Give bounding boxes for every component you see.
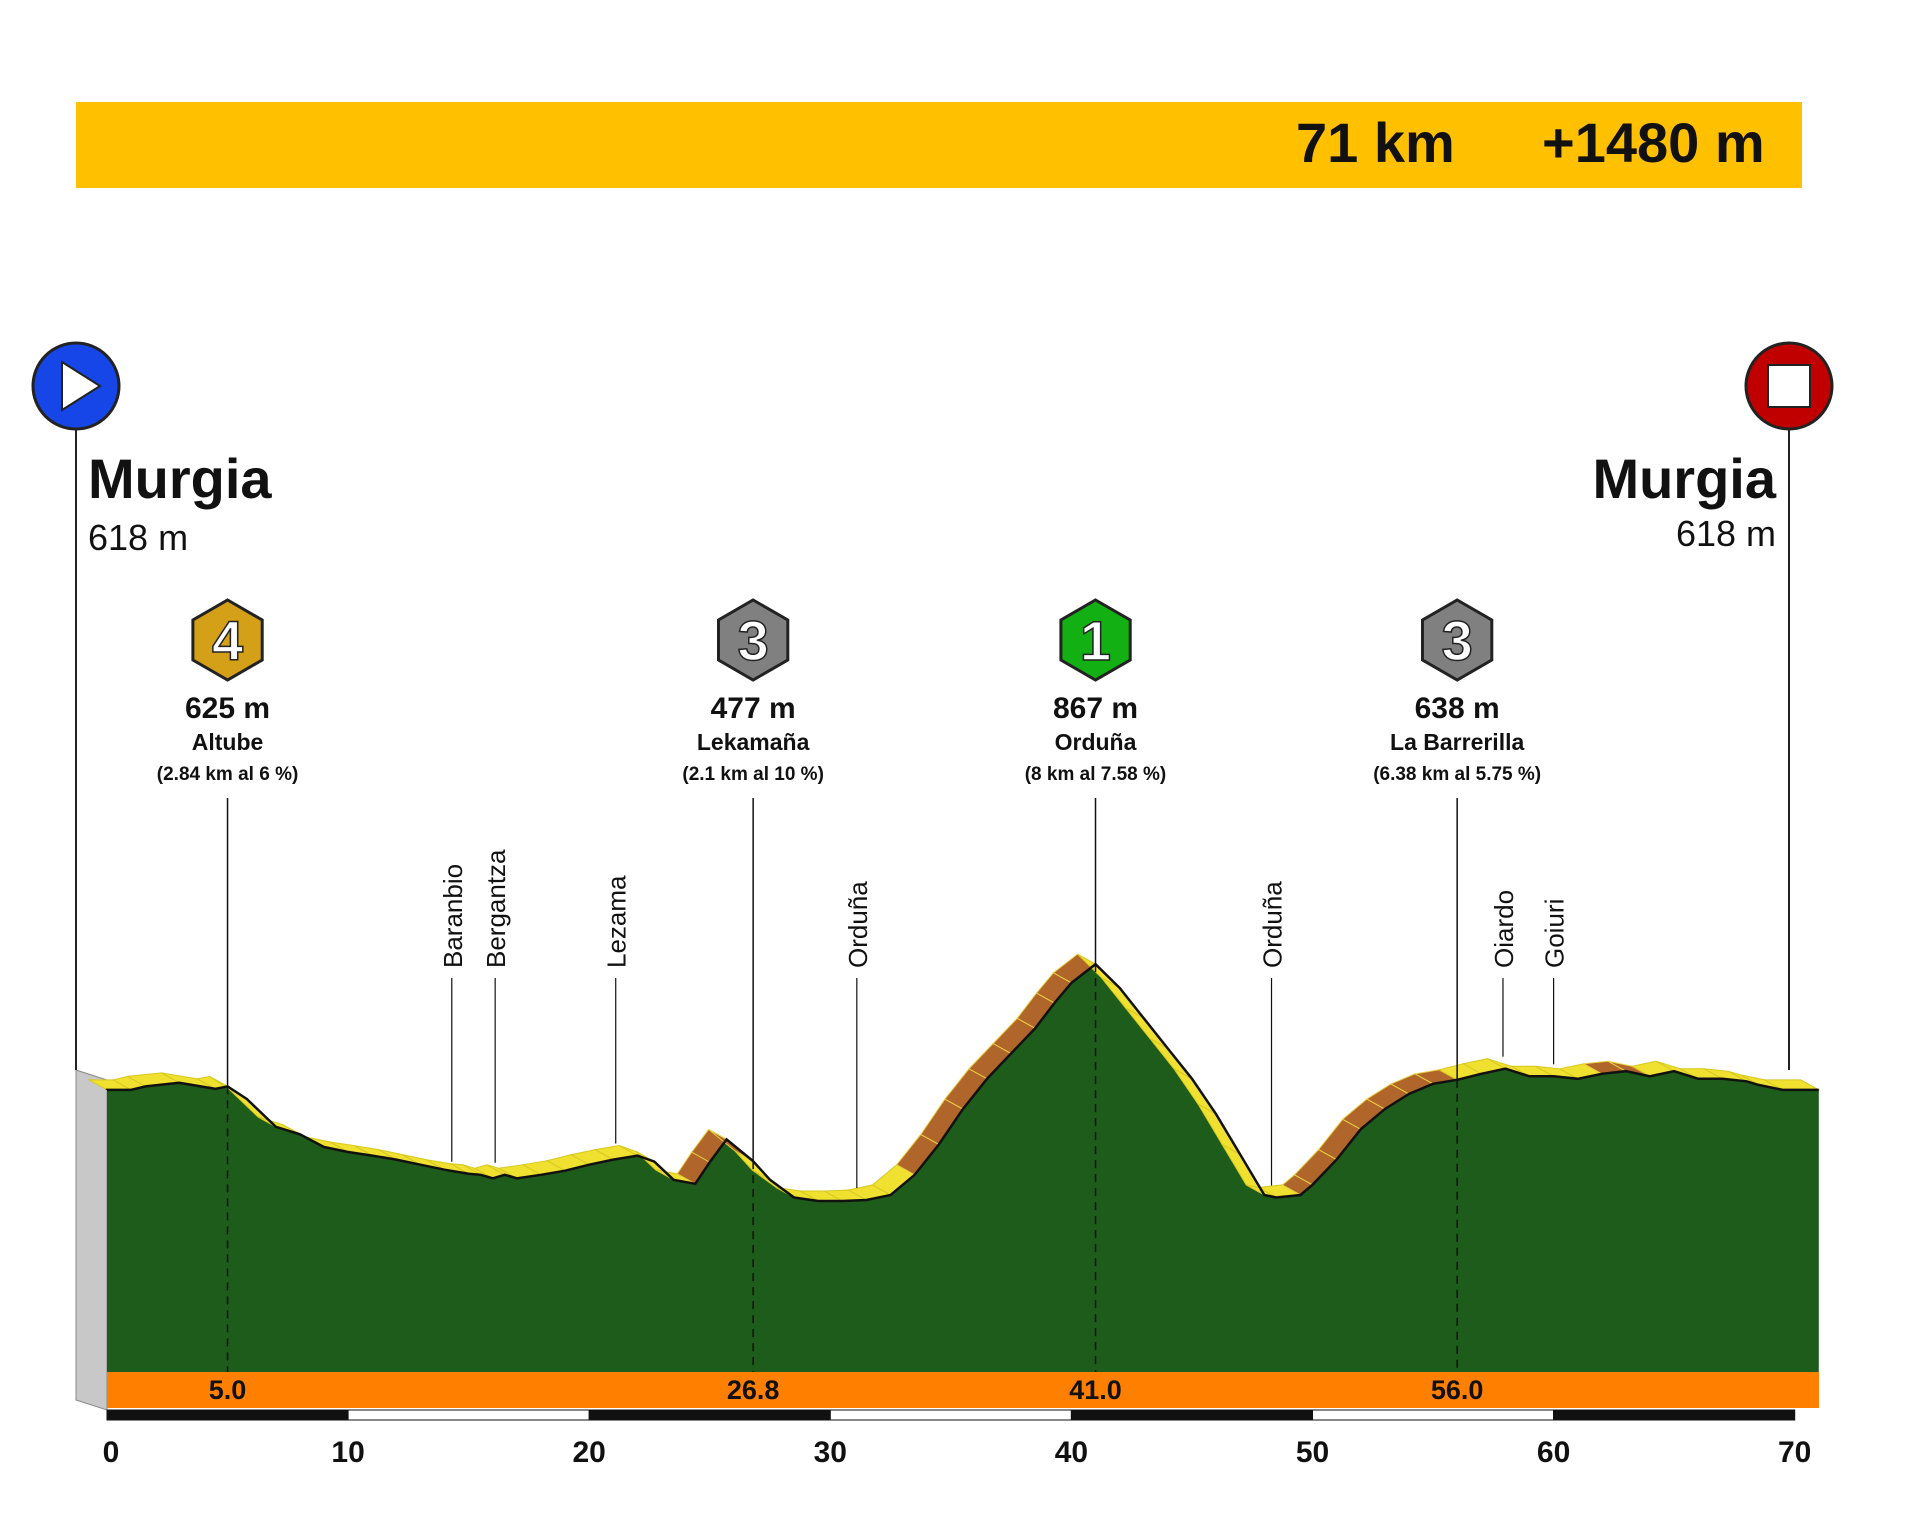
climb-elevation: 638 m: [1415, 692, 1500, 725]
climb-category-badge: [1059, 598, 1132, 682]
header-bar: [76, 102, 1802, 188]
axis-scale-segment: [347, 1409, 590, 1421]
waypoint-label: Bergantza: [481, 849, 511, 968]
climb-category-number: 1: [1080, 609, 1111, 672]
waypoint-label: Goiuri: [1540, 899, 1570, 968]
finish-name: Murgia: [1592, 447, 1776, 510]
climb-km-label: 5.0: [209, 1375, 247, 1405]
climb-category-number: 3: [1442, 609, 1473, 672]
profile-line: [105, 962, 1819, 1203]
climb-category-number: 4: [212, 609, 243, 672]
axis-scale-segment: [1070, 1409, 1314, 1421]
axis-scale-segment: [588, 1409, 831, 1421]
climb-category-badge: [1421, 598, 1494, 682]
climb-km-label: 56.0: [1431, 1375, 1484, 1405]
start-name: Murgia: [88, 447, 272, 510]
axis-scale-segment: [1312, 1409, 1555, 1421]
waypoint-label: Baranbio: [438, 864, 468, 968]
climb-detail: (8 km al 7.58 %): [1025, 764, 1167, 785]
profile-side-wall: [75, 1069, 108, 1411]
x-tick-label: 20: [573, 1436, 606, 1469]
terrain-area: [107, 964, 1819, 1372]
waypoint-label: Orduña: [843, 881, 873, 968]
x-tick-label: 60: [1537, 1436, 1570, 1469]
axis-scale-segment: [1553, 1409, 1796, 1421]
climb-name: Altube: [192, 729, 264, 755]
total-distance: 71 km: [1296, 111, 1455, 174]
stop-icon: [1767, 364, 1811, 408]
axis-scale-segment: [829, 1409, 1072, 1421]
climb-category-badge: [717, 598, 790, 682]
x-tick-label: 10: [331, 1436, 364, 1469]
waypoint-label: Orduña: [1258, 881, 1288, 968]
climb-elevation: 867 m: [1053, 692, 1138, 725]
waypoint-label: Oiardo: [1489, 890, 1519, 968]
climb-elevation: 625 m: [185, 692, 270, 725]
total-elevation-gain: +1480 m: [1542, 111, 1765, 174]
climb-km-label: 41.0: [1069, 1375, 1122, 1405]
climb-category-number: 3: [738, 609, 769, 672]
climb-name: Orduña: [1055, 729, 1137, 755]
climb-detail: (2.84 km al 6 %): [157, 764, 299, 785]
km-band: [107, 1372, 1819, 1408]
climb-category-badge: [191, 598, 264, 682]
climb-km-label: 26.8: [727, 1375, 780, 1405]
x-tick-label: 50: [1296, 1436, 1329, 1469]
climb-name: Lekamaña: [697, 729, 810, 755]
axis-scale-segment: [106, 1409, 349, 1421]
climb-detail: (6.38 km al 5.75 %): [1373, 764, 1541, 785]
x-tick-label: 40: [1055, 1436, 1088, 1469]
x-tick-label: 70: [1778, 1436, 1811, 1469]
climb-elevation: 477 m: [711, 692, 796, 725]
climb-detail: (2.1 km al 10 %): [682, 764, 824, 785]
x-tick-label: 30: [814, 1436, 847, 1469]
finish-elevation: 618 m: [1676, 513, 1776, 554]
x-tick-label: 0: [103, 1436, 120, 1469]
climb-name: La Barrerilla: [1390, 729, 1524, 755]
start-elevation: 618 m: [88, 517, 188, 558]
play-icon: [61, 360, 102, 412]
waypoint-label: Lezama: [602, 875, 632, 968]
